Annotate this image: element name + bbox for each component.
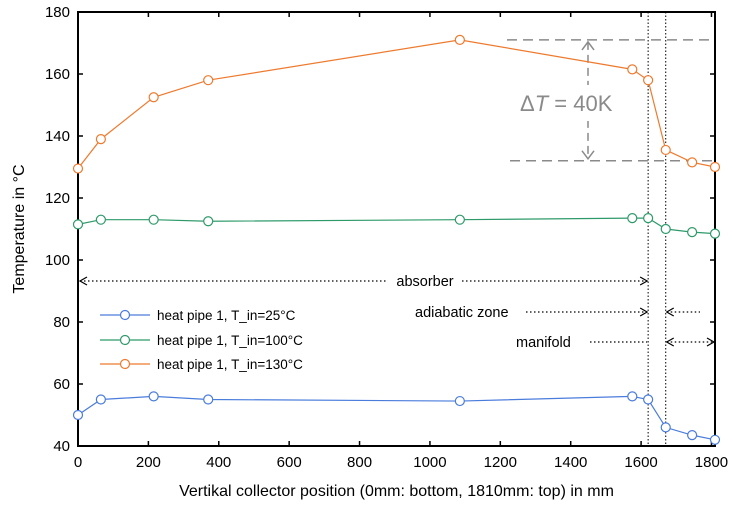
data-point [454, 395, 465, 407]
data-point [95, 134, 106, 145]
data-point [72, 163, 84, 174]
x-tick-label: 1200 [484, 454, 517, 471]
y-tick-label: 60 [53, 376, 70, 393]
series-1 [72, 391, 721, 445]
x-tick-label: 200 [136, 454, 161, 471]
y-tick-label: 80 [53, 314, 70, 331]
x-tick-label: 400 [206, 454, 231, 471]
x-axis-title: Vertikal collector position (0mm: bottom… [179, 483, 614, 500]
series-line [77, 217, 716, 235]
y-tick-label: 160 [45, 66, 70, 83]
adiabatic-zone-label: adiabatic zone [415, 305, 509, 321]
data-point [72, 219, 84, 230]
data-point [660, 422, 671, 433]
legend-marker [119, 334, 131, 346]
data-point [72, 409, 84, 421]
x-tick-label: 1000 [413, 454, 446, 471]
manifold-arrow-head-left [665, 337, 675, 347]
data-point [643, 75, 654, 86]
data-point [203, 394, 214, 405]
data-point [95, 214, 106, 225]
series-layer [72, 34, 721, 445]
data-point [148, 214, 159, 225]
y-axis-title: Temperature in °C [11, 164, 28, 293]
x-tick-label: 1600 [624, 454, 657, 471]
y-tick-label: 180 [45, 4, 70, 21]
data-point [148, 391, 159, 402]
absorber-label: absorber [396, 274, 453, 290]
data-point [687, 157, 698, 168]
data-point [660, 144, 671, 156]
data-point [148, 92, 159, 103]
delta-arrow-head-up [581, 40, 595, 51]
x-tick-label: 0 [74, 454, 82, 471]
y-tick-label: 100 [45, 252, 70, 269]
data-point [709, 434, 721, 445]
legend-label: heat pipe 1, T_in=130°C [157, 357, 303, 372]
absorber-arrow-right-head-right [639, 276, 649, 286]
series-line [77, 39, 716, 169]
data-point [203, 75, 214, 86]
data-point [627, 391, 638, 402]
data-point [643, 213, 654, 224]
manifold-label: manifold [516, 335, 571, 351]
adiabatic-arrow-right-head-left [665, 307, 675, 317]
series-line [77, 395, 716, 441]
delta-arrow-head-down [581, 150, 595, 161]
legend-label: heat pipe 1, T_in=25°C [157, 308, 296, 323]
data-point [643, 394, 654, 405]
data-point [203, 216, 214, 227]
y-tick-label: 120 [45, 190, 70, 207]
data-point [709, 228, 721, 239]
data-point [660, 223, 671, 235]
x-tick-label: 600 [277, 454, 302, 471]
axes: 0 200 400 600 800 1000 1200 1400 1600 1800 40 60 80 1… [45, 4, 728, 471]
delta-label-bg [516, 85, 634, 121]
annotations [78, 12, 716, 446]
legend-label: heat pipe 1, T_in=100°C [157, 333, 303, 348]
data-point [709, 161, 721, 173]
legend-marker [119, 309, 131, 321]
adiabatic-arrow-left-head-right [639, 307, 649, 317]
x-tick-label: 800 [347, 454, 372, 471]
y-tick-label: 140 [45, 128, 70, 145]
delta-t-label: ΔT = 40K [520, 91, 613, 116]
data-point [454, 214, 465, 225]
x-tick-label: 1800 [695, 454, 728, 471]
data-point [687, 227, 698, 238]
manifold-arrow-head-right [706, 337, 716, 347]
data-point [627, 213, 638, 224]
series-3 [72, 34, 721, 174]
data-point [627, 64, 638, 75]
legend-marker [119, 358, 131, 370]
x-tick-label: 1400 [554, 454, 587, 471]
plot-frame [77, 11, 716, 447]
data-point [454, 34, 465, 46]
data-point [95, 394, 106, 405]
series-2 [72, 213, 721, 239]
y-tick-label: 40 [53, 438, 70, 455]
absorber-arrow-left-head-left [78, 276, 88, 286]
data-point [687, 430, 698, 441]
